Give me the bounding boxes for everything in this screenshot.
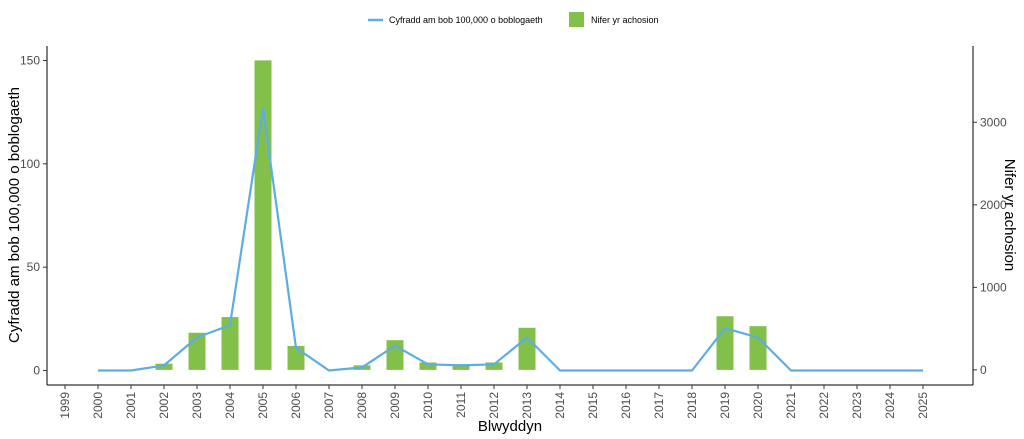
x-tick-label: 2023 [850, 392, 864, 419]
bar-2013 [518, 327, 536, 370]
right-tick-label: 2000 [980, 198, 1007, 212]
bar-2004 [221, 317, 239, 370]
x-tick-label: 2003 [190, 392, 204, 419]
left-tick-label: 50 [27, 260, 41, 274]
y-axis-title: Cyfradd am bob 100,000 o boblogaeth [6, 87, 23, 343]
right-tick-label: 0 [980, 363, 987, 377]
right-ticks: 0 1000 2000 3000 [973, 115, 1007, 377]
x-tick-label: 1999 [58, 392, 72, 419]
x-tick-label: 2006 [289, 392, 303, 419]
legend-bar-swatch [569, 12, 584, 27]
x-tick-label: 2013 [520, 392, 534, 419]
x-tick-label: 2004 [223, 392, 237, 419]
x-tick-label: 2007 [322, 392, 336, 419]
legend-line-label: Cyfradd am bob 100,000 o boblogaeth [389, 15, 543, 25]
x-ticks: 1999 2000 2001 2002 2003 2004 2005 2006 2007 2008… [58, 385, 930, 419]
x-tick-label: 2017 [652, 392, 666, 419]
x-tick-label: 2016 [619, 392, 633, 419]
x-tick-label: 2022 [817, 392, 831, 419]
x-tick-label: 2024 [883, 392, 897, 419]
x-tick-label: 2001 [124, 392, 138, 419]
x-tick-label: 2025 [916, 392, 930, 419]
left-tick-label: 150 [20, 53, 40, 67]
x-tick-label: 2021 [784, 392, 798, 419]
right-tick-label: 3000 [980, 115, 1007, 129]
bar-2010 [419, 362, 437, 370]
bar-2011 [452, 364, 470, 370]
x-tick-label: 2005 [256, 392, 270, 419]
line-layer [98, 106, 923, 372]
x-tick-label: 2015 [586, 392, 600, 419]
bar-2020 [749, 326, 767, 370]
bar-2005 [254, 60, 272, 370]
x-tick-label: 2020 [751, 392, 765, 419]
legend: Cyfradd am bob 100,000 o boblogaeth Nife… [368, 12, 659, 27]
rate-line [98, 106, 923, 372]
x-tick-label: 2008 [355, 392, 369, 419]
bar-2006 [287, 345, 305, 370]
left-ticks: 0 50 100 150 [20, 53, 47, 378]
bar-2002 [155, 363, 173, 370]
x-tick-label: 2014 [553, 392, 567, 419]
y2-axis-title: Nifer yr achosion [1001, 159, 1018, 272]
x-tick-label: 2000 [91, 392, 105, 419]
x-tick-label: 2011 [454, 392, 468, 418]
x-tick-label: 2019 [718, 392, 732, 419]
x-tick-label: 2012 [487, 392, 501, 419]
right-tick-label: 1000 [980, 280, 1007, 294]
x-tick-label: 2018 [685, 392, 699, 419]
x-axis-title: Blwyddyn [478, 418, 542, 435]
legend-bar-label: Nifer yr achosion [591, 15, 659, 25]
bar-2012 [485, 362, 503, 370]
bar-2019 [716, 316, 734, 370]
x-tick-label: 2010 [421, 392, 435, 419]
left-tick-label: 100 [20, 157, 40, 171]
left-tick-label: 0 [33, 364, 40, 378]
x-tick-label: 2009 [388, 392, 402, 419]
x-tick-label: 2002 [157, 392, 171, 419]
